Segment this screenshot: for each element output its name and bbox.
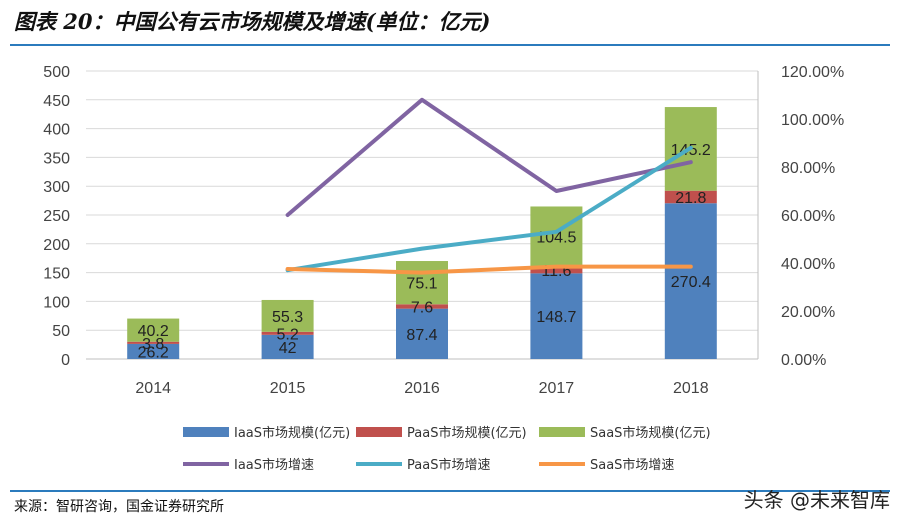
data-label-saas-2015: 55.3 — [272, 309, 303, 326]
watermark: 头条 @未来智库 — [743, 488, 890, 512]
chart-gridlines — [86, 70, 758, 360]
legend-swatch-saas — [539, 427, 585, 437]
y-tick-label: 400 — [43, 122, 70, 139]
y-tick-label: 0 — [61, 352, 70, 369]
chart-bars — [127, 107, 717, 359]
bar-paas-2018 — [664, 190, 717, 204]
y2-tick-label: 0.00% — [781, 352, 826, 369]
series-line-saas_growth — [285, 264, 693, 275]
chart-y2-tick-labels: 0.00% 20.00% 40.00% 60.00% 80.00% 100.00% 120.… — [781, 64, 844, 369]
x-tick-label: 2015 — [270, 380, 306, 397]
bar-saas-2015 — [261, 299, 314, 332]
bar-iaas-2014 — [127, 343, 180, 359]
series-line-paas_growth — [285, 145, 693, 273]
chart-bar-labels: 26.23.840.2425.255.387.47.675.1148.711.6… — [138, 142, 711, 362]
bar-saas-2014 — [127, 318, 180, 342]
legend-label-iaas_growth: IaaS市场增速 — [234, 457, 314, 473]
chart-y-tick-labels: 0 50 100 150 200 250 300 350 400 450 500 — [43, 64, 70, 369]
legend-label-iaas: IaaS市场规模(亿元) — [234, 425, 350, 441]
y-tick-label: 100 — [43, 294, 70, 311]
y2-tick-label: 60.00% — [781, 208, 835, 225]
y-tick-label: 450 — [43, 93, 70, 110]
legend-label-paas_growth: PaaS市场增速 — [407, 457, 490, 473]
y2-tick-label: 20.00% — [781, 304, 835, 321]
data-label-iaas-2014: 26.2 — [138, 344, 169, 361]
legend-label-saas: SaaS市场规模(亿元) — [590, 425, 711, 441]
legend-swatch-iaas — [183, 427, 229, 437]
data-label-paas-2014: 3.8 — [142, 336, 164, 353]
chart-lines — [285, 97, 693, 275]
data-label-saas-2016: 75.1 — [406, 276, 437, 293]
x-tick-label: 2017 — [539, 380, 575, 397]
bar-paas-2015 — [261, 331, 314, 335]
bar-iaas-2017 — [530, 273, 583, 359]
chart-x-tick-labels: 2014 2015 2016 2017 2018 — [135, 380, 708, 397]
y-tick-label: 150 — [43, 266, 70, 283]
data-label-paas-2015: 5.2 — [276, 326, 298, 343]
bar-iaas-2016 — [396, 308, 448, 359]
y-tick-label: 500 — [43, 64, 70, 81]
y-tick-label: 300 — [43, 179, 70, 196]
chart-legend: IaaS市场规模(亿元) PaaS市场规模(亿元) SaaS市场规模(亿元) IaaS… — [183, 425, 711, 473]
legend-label-saas_growth: SaaS市场增速 — [590, 457, 674, 473]
bar-iaas-2018 — [664, 203, 717, 359]
data-label-paas-2016: 7.6 — [411, 299, 433, 316]
y2-tick-label: 40.00% — [781, 256, 835, 273]
y2-tick-label: 100.00% — [781, 112, 844, 129]
x-tick-label: 2016 — [404, 380, 440, 397]
data-label-iaas-2015: 42 — [279, 340, 297, 357]
bar-saas-2016 — [396, 261, 448, 305]
top-divider — [10, 44, 890, 46]
data-label-paas-2018: 21.8 — [675, 190, 706, 207]
source-note: 来源：智研咨询，国金证券研究所 — [14, 499, 224, 515]
combo-chart: 26.23.840.2425.255.387.47.675.1148.711.6… — [43, 64, 844, 473]
x-tick-label: 2018 — [673, 380, 709, 397]
data-label-iaas-2017: 148.7 — [536, 309, 576, 326]
x-tick-label: 2014 — [135, 380, 171, 397]
bar-paas-2014 — [127, 341, 180, 344]
y2-tick-label: 80.00% — [781, 160, 835, 177]
figure-title: 图表 20：中国公有云市场规模及增速(单位：亿元) — [14, 9, 491, 34]
bar-iaas-2015 — [261, 334, 314, 359]
y-tick-label: 350 — [43, 150, 70, 167]
legend-swatch-paas — [356, 427, 402, 437]
legend-label-paas: PaaS市场规模(亿元) — [407, 425, 527, 441]
data-label-iaas-2016: 87.4 — [406, 327, 437, 344]
y-tick-label: 200 — [43, 237, 70, 254]
bar-paas-2016 — [396, 304, 448, 309]
bottom-divider — [10, 490, 890, 492]
series-line-iaas_growth — [285, 97, 693, 217]
data-label-iaas-2018: 270.4 — [671, 274, 711, 291]
bar-paas-2017 — [530, 266, 583, 274]
data-label-saas-2014: 40.2 — [138, 323, 169, 340]
bar-saas-2017 — [530, 206, 583, 267]
y-tick-label: 50 — [52, 323, 70, 340]
y-tick-label: 250 — [43, 208, 70, 225]
y2-tick-label: 120.00% — [781, 64, 844, 81]
